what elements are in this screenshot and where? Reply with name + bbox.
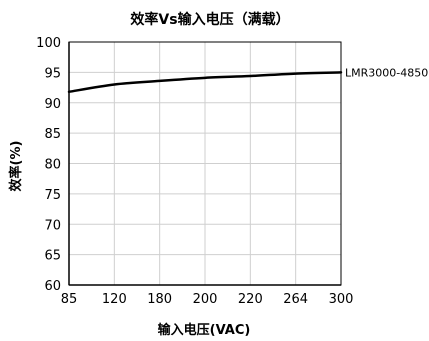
x-tick-label: 264 (283, 292, 308, 307)
chart-title: 效率Vs输入电压（满载） (130, 11, 289, 28)
x-tick-label: 120 (102, 292, 127, 307)
series-label: LMR3000-4850 (345, 66, 428, 79)
x-axis-title: 输入电压(VAC) (158, 322, 251, 338)
y-axis-title: 效率(%) (8, 141, 24, 192)
axes (68, 41, 342, 286)
x-tick-label: 85 (61, 292, 78, 307)
y-tick-label: 85 (44, 127, 61, 142)
grid (69, 42, 341, 285)
y-tick-label: 70 (44, 218, 61, 233)
y-tick-label: 100 (36, 36, 61, 51)
y-tick-label: 60 (44, 279, 61, 294)
y-tick-label: 65 (44, 249, 61, 264)
x-tick-label: 180 (147, 292, 172, 307)
y-axis-ticks: 60 65 70 75 80 85 90 95 100 (36, 36, 61, 294)
x-axis-ticks: 85 120 180 200 220 264 300 (61, 292, 354, 307)
x-tick-label: 220 (238, 292, 263, 307)
x-tick-label: 200 (193, 292, 218, 307)
series: LMR3000-4850 (67, 66, 428, 94)
y-tick-label: 95 (44, 66, 61, 81)
x-tick-label: 300 (329, 292, 354, 307)
series-line (67, 71, 343, 94)
y-tick-label: 90 (44, 97, 61, 112)
y-tick-label: 75 (44, 188, 61, 203)
y-tick-label: 80 (44, 158, 61, 173)
